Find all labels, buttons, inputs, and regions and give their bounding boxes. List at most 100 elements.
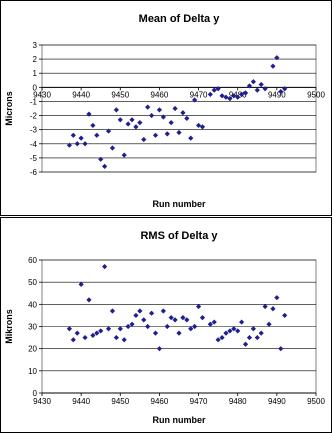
y-tick-label: 2	[33, 55, 38, 64]
y-tick-label: -3	[30, 126, 38, 135]
y-tick-label: 30	[28, 323, 37, 332]
data-point	[219, 93, 225, 99]
x-tick-label: 9460	[151, 90, 169, 99]
data-point	[82, 141, 88, 147]
data-point	[172, 105, 178, 112]
y-tick-label: -1	[30, 97, 38, 106]
data-point	[102, 163, 108, 169]
data-point	[207, 321, 213, 327]
x-tick-label: 9500	[307, 397, 325, 406]
x-tick-label: 9480	[229, 90, 247, 99]
y-tick-label: -2	[30, 112, 38, 121]
data-point	[113, 107, 119, 113]
y-tick-label: -5	[30, 154, 38, 163]
y-tick-label: -4	[30, 140, 38, 149]
data-point	[109, 308, 116, 314]
chart-mean-delta-y: -6 -5 -4 -3 -2 -1 0 1 2 3 9430 9440 9450 9460 9470 9480…	[0, 0, 332, 216]
data-point	[137, 308, 143, 314]
data-point	[207, 91, 213, 97]
data-point	[258, 81, 264, 88]
x-tick-label: 9450	[111, 90, 129, 99]
x-tick-label: 9440	[72, 90, 90, 99]
chart-frame	[0, 217, 332, 433]
data-point	[266, 321, 272, 327]
data-point	[235, 94, 241, 100]
data-point	[152, 132, 159, 138]
data-point	[149, 112, 155, 119]
data-point	[109, 145, 116, 151]
data-point	[262, 303, 268, 310]
chart-title: Mean of Delta y	[139, 13, 221, 25]
data-point	[274, 55, 280, 61]
chart-panel-mean: -6 -5 -4 -3 -2 -1 0 1 2 3 9430 9440 9450 9460 9470 9480…	[0, 0, 332, 216]
data-point	[188, 135, 194, 141]
data-point	[168, 120, 174, 126]
y-tick-label: 40	[28, 300, 37, 309]
x-axis-label: Run number	[153, 415, 206, 425]
data-point	[254, 334, 260, 341]
data-point	[164, 131, 170, 137]
chart-title: RMS of Delta y	[140, 230, 218, 242]
y-tick-label: 0	[33, 389, 38, 398]
x-tick-label: 9500	[307, 90, 325, 99]
data-point	[160, 308, 166, 314]
data-point	[223, 94, 229, 100]
chart-panel-rms: 0 10 20 30 40 50 60 9430 9440 9450 9460 9470 9480 949…	[0, 217, 332, 433]
data-point	[125, 121, 131, 127]
x-tick-label: 9450	[111, 397, 129, 406]
data-point	[242, 90, 249, 96]
data-point	[133, 124, 139, 130]
y-tick-label: 60	[28, 256, 37, 265]
data-point	[145, 104, 151, 110]
data-point	[141, 136, 147, 143]
data-point	[98, 156, 104, 162]
data-point	[164, 323, 170, 330]
data-point	[270, 306, 276, 312]
x-tick-label: 9470	[190, 90, 208, 99]
data-point	[262, 86, 268, 92]
y-tick-label: 20	[28, 345, 37, 354]
x-axis-label: Run number	[153, 199, 206, 209]
data-point	[192, 97, 198, 103]
data-point	[125, 323, 131, 330]
y-tick-label: 10	[28, 367, 37, 376]
data-point	[270, 63, 276, 69]
x-tick-label: 9460	[151, 397, 169, 406]
data-point	[184, 115, 190, 121]
data-point	[227, 96, 233, 102]
data-point	[176, 129, 182, 136]
data-point	[231, 93, 237, 99]
y-tick-label: 1	[33, 69, 38, 78]
data-point	[211, 87, 217, 93]
data-point	[105, 128, 112, 134]
data-point	[137, 120, 143, 126]
data-point	[282, 86, 288, 92]
x-tick-label: 9490	[268, 90, 286, 99]
data-point	[70, 132, 76, 138]
data-point	[250, 79, 256, 85]
data-point	[156, 107, 163, 113]
data-point	[239, 91, 245, 97]
data-point	[117, 117, 123, 123]
y-tick-label: 3	[33, 41, 38, 50]
data-point	[278, 88, 284, 95]
chart-rms-delta-y: 0 10 20 30 40 50 60 9430 9440 9450 9460 9470 9480 949…	[0, 217, 332, 433]
data-point	[121, 152, 127, 158]
x-tick-label: 9480	[229, 397, 247, 406]
data-point	[215, 86, 221, 92]
y-tick-label: -6	[30, 168, 38, 177]
x-tick-label: 9490	[268, 397, 286, 406]
x-tick-label: 9430	[33, 90, 51, 99]
data-point	[86, 111, 92, 117]
x-tick-label: 9470	[190, 397, 208, 406]
data-point	[195, 122, 202, 129]
data-point	[90, 122, 96, 129]
data-point	[98, 328, 104, 334]
chart-frame	[0, 0, 332, 216]
y-axis-label: Mikrons	[4, 309, 14, 344]
y-tick-label: 50	[28, 278, 37, 287]
y-axis-label: Microns	[4, 91, 14, 126]
data-point	[66, 142, 72, 148]
data-point	[180, 110, 186, 116]
data-point	[250, 326, 256, 332]
